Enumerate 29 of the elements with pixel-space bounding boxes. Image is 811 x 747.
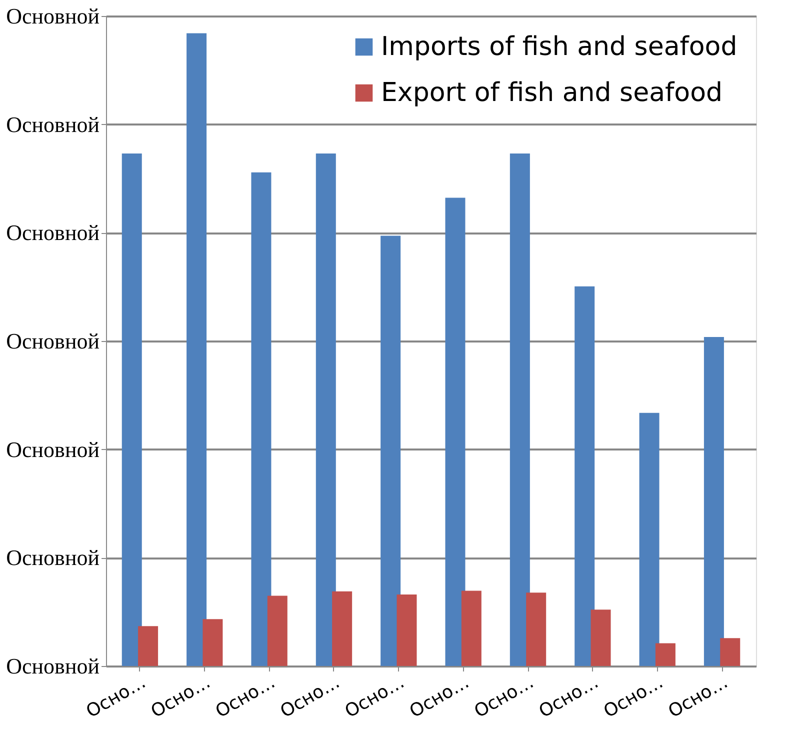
text: Основной [6, 220, 100, 246]
bar [704, 336, 724, 666]
text: Основной [6, 112, 100, 137]
bar [316, 153, 336, 666]
legend-label: Export of fish and seafood [381, 78, 722, 108]
bar [526, 592, 546, 666]
bar [655, 643, 676, 666]
bar [639, 412, 660, 666]
text: Основной [6, 654, 100, 678]
bar [380, 236, 401, 666]
bar [590, 610, 611, 666]
bar [445, 198, 466, 666]
bar [332, 591, 352, 666]
text: Основной [6, 4, 100, 28]
text: Основной [6, 436, 100, 462]
bar [186, 33, 207, 666]
bar [138, 626, 158, 666]
legend-label: Imports of fish and seafood [381, 32, 738, 62]
bar [720, 638, 740, 666]
bar [202, 619, 223, 666]
bar [122, 153, 142, 666]
bar [396, 594, 417, 666]
bar [251, 172, 272, 666]
bar [267, 596, 288, 666]
bar [574, 286, 595, 666]
bar [510, 153, 530, 666]
text: Основной [6, 545, 100, 570]
text: Основной [6, 328, 100, 354]
bar [461, 590, 482, 666]
